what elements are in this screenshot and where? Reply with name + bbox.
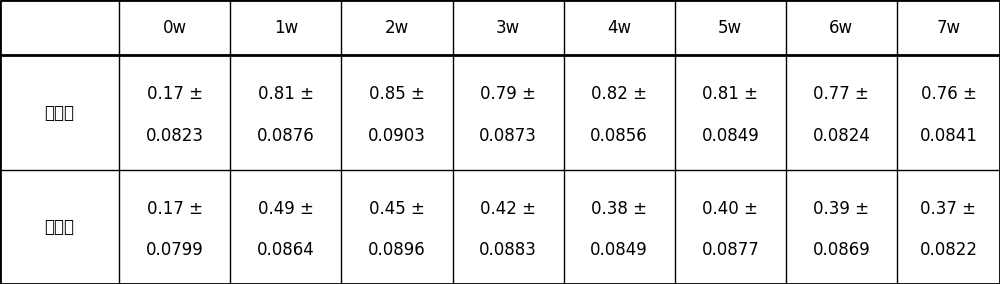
- Text: 0.77 ±: 0.77 ±: [813, 85, 869, 103]
- Text: 0.0856: 0.0856: [590, 127, 648, 145]
- Text: 0.0823: 0.0823: [146, 127, 204, 145]
- Text: 0.0883: 0.0883: [479, 241, 537, 259]
- Text: 0.85 ±: 0.85 ±: [369, 85, 425, 103]
- Text: 7w: 7w: [936, 19, 961, 37]
- Text: 0.82 ±: 0.82 ±: [591, 85, 647, 103]
- Text: 0.0799: 0.0799: [146, 241, 204, 259]
- Text: 实验侧: 实验侧: [45, 104, 75, 122]
- Text: 0.0876: 0.0876: [257, 127, 315, 145]
- Text: 0.0877: 0.0877: [701, 241, 759, 259]
- Text: 0.0824: 0.0824: [812, 127, 870, 145]
- Text: 0.0849: 0.0849: [701, 127, 759, 145]
- Text: 0.39 ±: 0.39 ±: [813, 200, 869, 218]
- Text: 0.79 ±: 0.79 ±: [480, 85, 536, 103]
- Text: 对照侧: 对照侧: [45, 218, 75, 236]
- Text: 0.0822: 0.0822: [919, 241, 977, 259]
- Text: 0.45 ±: 0.45 ±: [369, 200, 425, 218]
- Text: 0.38 ±: 0.38 ±: [591, 200, 647, 218]
- Text: 0.0903: 0.0903: [368, 127, 426, 145]
- Text: 0.0841: 0.0841: [920, 127, 977, 145]
- Text: 2w: 2w: [385, 19, 409, 37]
- Text: 0.81 ±: 0.81 ±: [702, 85, 758, 103]
- Text: 0.17 ±: 0.17 ±: [147, 85, 203, 103]
- Text: 1w: 1w: [274, 19, 298, 37]
- Text: 0.0849: 0.0849: [590, 241, 648, 259]
- Text: 0.81 ±: 0.81 ±: [258, 85, 314, 103]
- Text: 0.42 ±: 0.42 ±: [480, 200, 536, 218]
- Text: 0w: 0w: [163, 19, 187, 37]
- Text: 4w: 4w: [607, 19, 631, 37]
- Text: 3w: 3w: [496, 19, 520, 37]
- Text: 5w: 5w: [718, 19, 742, 37]
- Text: 0.0873: 0.0873: [479, 127, 537, 145]
- Text: 0.76 ±: 0.76 ±: [921, 85, 976, 103]
- Text: 0.37 ±: 0.37 ±: [920, 200, 976, 218]
- Text: 0.0896: 0.0896: [368, 241, 426, 259]
- Text: 0.40 ±: 0.40 ±: [702, 200, 758, 218]
- Text: 0.49 ±: 0.49 ±: [258, 200, 314, 218]
- Text: 6w: 6w: [829, 19, 853, 37]
- Text: 0.0869: 0.0869: [813, 241, 870, 259]
- Text: 0.0864: 0.0864: [257, 241, 315, 259]
- Text: 0.17 ±: 0.17 ±: [147, 200, 203, 218]
